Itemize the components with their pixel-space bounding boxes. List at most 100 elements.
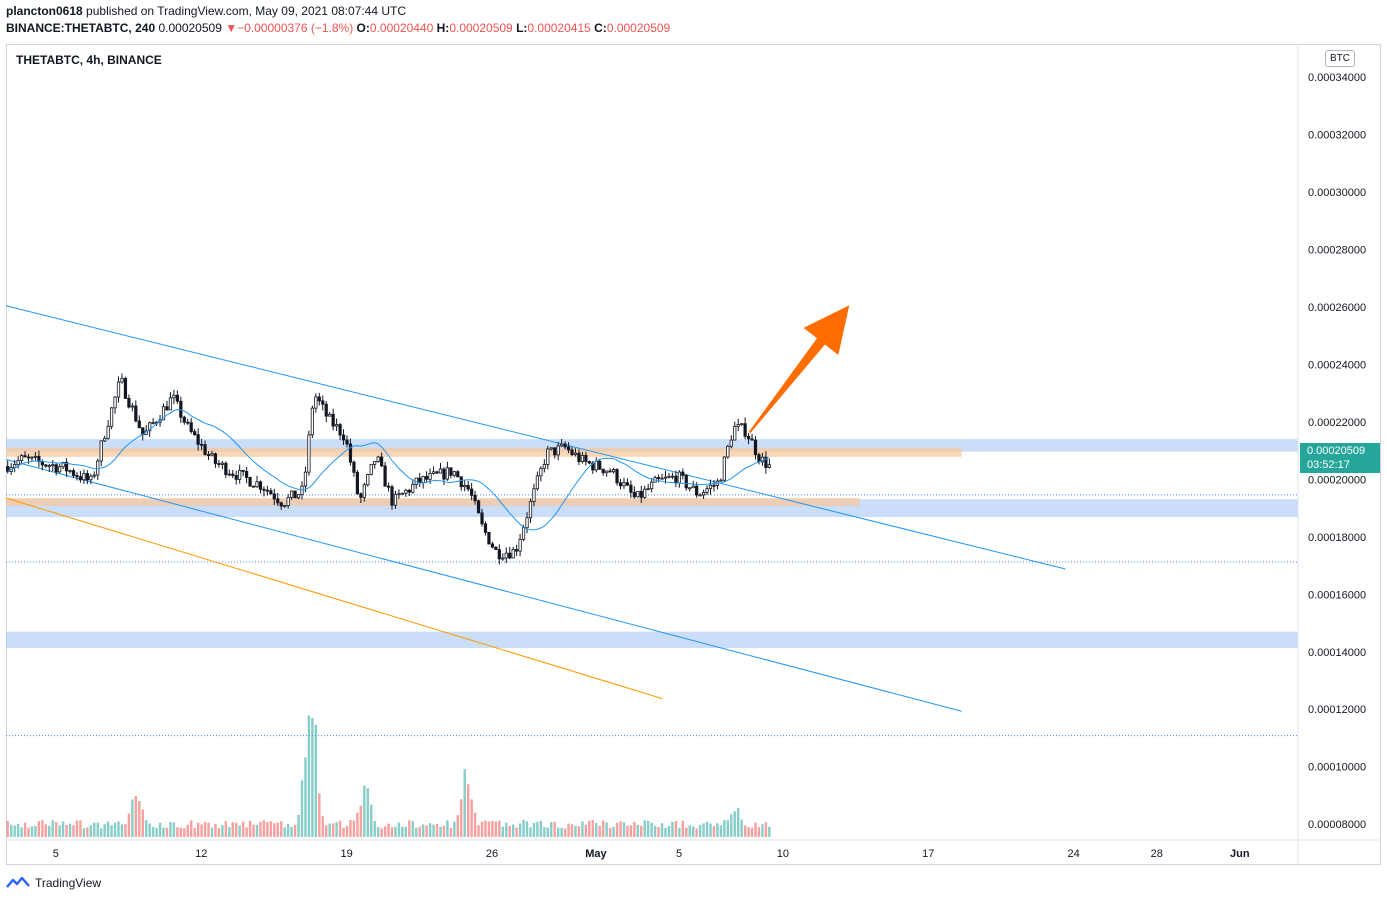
- volume-bar: [591, 820, 595, 837]
- candle: [196, 428, 200, 451]
- volume-bar: [560, 827, 563, 837]
- volume-bar: [65, 825, 68, 837]
- volume-bar: [574, 825, 577, 837]
- volume-bar: [743, 825, 747, 837]
- volume-bar: [9, 824, 13, 837]
- candle: [234, 470, 238, 485]
- candle: [289, 490, 294, 500]
- volume-bar: [688, 825, 691, 837]
- volume-bar: [331, 823, 335, 837]
- candle-body: [44, 464, 48, 467]
- candle-body: [708, 484, 713, 490]
- volume-bar: [404, 826, 408, 837]
- low-value: 0.00020415: [527, 21, 591, 35]
- candle-body: [563, 443, 567, 448]
- candle: [400, 492, 405, 495]
- candle: [674, 470, 678, 488]
- volume-bar: [20, 827, 23, 837]
- candle: [130, 402, 134, 412]
- candle-body: [549, 447, 553, 450]
- candle: [587, 460, 591, 465]
- candle-body: [331, 413, 335, 427]
- candle-body: [670, 475, 675, 478]
- volume-bar: [487, 821, 491, 837]
- volume-bar: [660, 823, 664, 837]
- footer-brand[interactable]: TradingView: [6, 876, 101, 890]
- volume-bar: [439, 826, 442, 837]
- candle-body: [566, 446, 571, 451]
- volume-bar: [525, 821, 529, 837]
- candle: [459, 476, 463, 491]
- volume-bar: [650, 822, 653, 837]
- volume-bar: [172, 822, 176, 837]
- candle-body: [611, 469, 616, 473]
- candle-body: [636, 490, 640, 498]
- candle-body: [328, 413, 332, 417]
- orange-line-line: [5, 497, 663, 700]
- volume-bar: [34, 826, 37, 837]
- candle-body: [51, 464, 55, 467]
- volume-bar: [546, 827, 550, 837]
- candle: [276, 493, 280, 507]
- volume-bar: [370, 804, 373, 837]
- candle: [134, 400, 138, 423]
- candle: [317, 392, 321, 406]
- candle: [470, 482, 474, 501]
- candle: [508, 546, 512, 560]
- candle-body: [650, 481, 654, 490]
- candle: [307, 430, 311, 476]
- volume-bar: [179, 827, 183, 837]
- last-price: 0.00020509: [158, 21, 222, 35]
- candle-body: [594, 460, 598, 471]
- volume-bar: [691, 826, 695, 837]
- volume-bar: [505, 822, 508, 837]
- volume-bar: [723, 820, 726, 837]
- time-tick-label: 5: [53, 848, 59, 860]
- candle: [345, 435, 349, 448]
- volume-bar: [186, 824, 189, 837]
- candle-body: [691, 485, 695, 489]
- candle: [511, 546, 515, 559]
- volume-bar: [598, 825, 601, 837]
- candle-body: [220, 462, 224, 465]
- candle-body: [639, 490, 643, 498]
- candle-body: [99, 440, 103, 462]
- volume-bar: [58, 825, 61, 837]
- volume-bar: [245, 827, 248, 837]
- publisher-name[interactable]: plancton0618: [6, 4, 83, 18]
- volume-bar: [415, 827, 418, 837]
- volume-bar: [193, 828, 196, 837]
- moving-average-line: [7, 408, 770, 531]
- currency-badge[interactable]: BTC: [1325, 50, 1355, 67]
- candle-body: [40, 461, 44, 466]
- time-axis: 5 12 19 26 May 5 10 17 24 28 Jun: [53, 848, 1250, 860]
- candle: [605, 470, 609, 477]
- candle-body: [78, 476, 83, 481]
- candle-body: [438, 468, 443, 474]
- volume-bar: [276, 822, 279, 837]
- volume-bar: [563, 828, 567, 837]
- candle: [650, 477, 654, 493]
- volume-bar: [456, 815, 459, 837]
- candle-body: [501, 557, 505, 560]
- candle: [729, 435, 733, 449]
- volume-bar: [366, 788, 369, 837]
- volume-bar: [27, 827, 30, 837]
- volume-bar: [41, 820, 44, 837]
- candle: [324, 401, 328, 423]
- volume-bar: [567, 823, 570, 837]
- candle-body: [733, 425, 737, 441]
- candle-body: [622, 482, 626, 487]
- price-axis: 0.00034000 0.00032000 0.00030000 0.00028000…: [1308, 72, 1366, 831]
- candle: [283, 504, 287, 508]
- volume-bar: [328, 823, 331, 837]
- volume-bar: [480, 821, 484, 837]
- candle-body: [383, 465, 387, 487]
- volume-bar: [293, 824, 297, 837]
- candle: [279, 501, 283, 510]
- candle: [743, 417, 747, 440]
- candle-body: [473, 494, 477, 502]
- candle-body: [203, 444, 207, 455]
- candle: [338, 423, 342, 441]
